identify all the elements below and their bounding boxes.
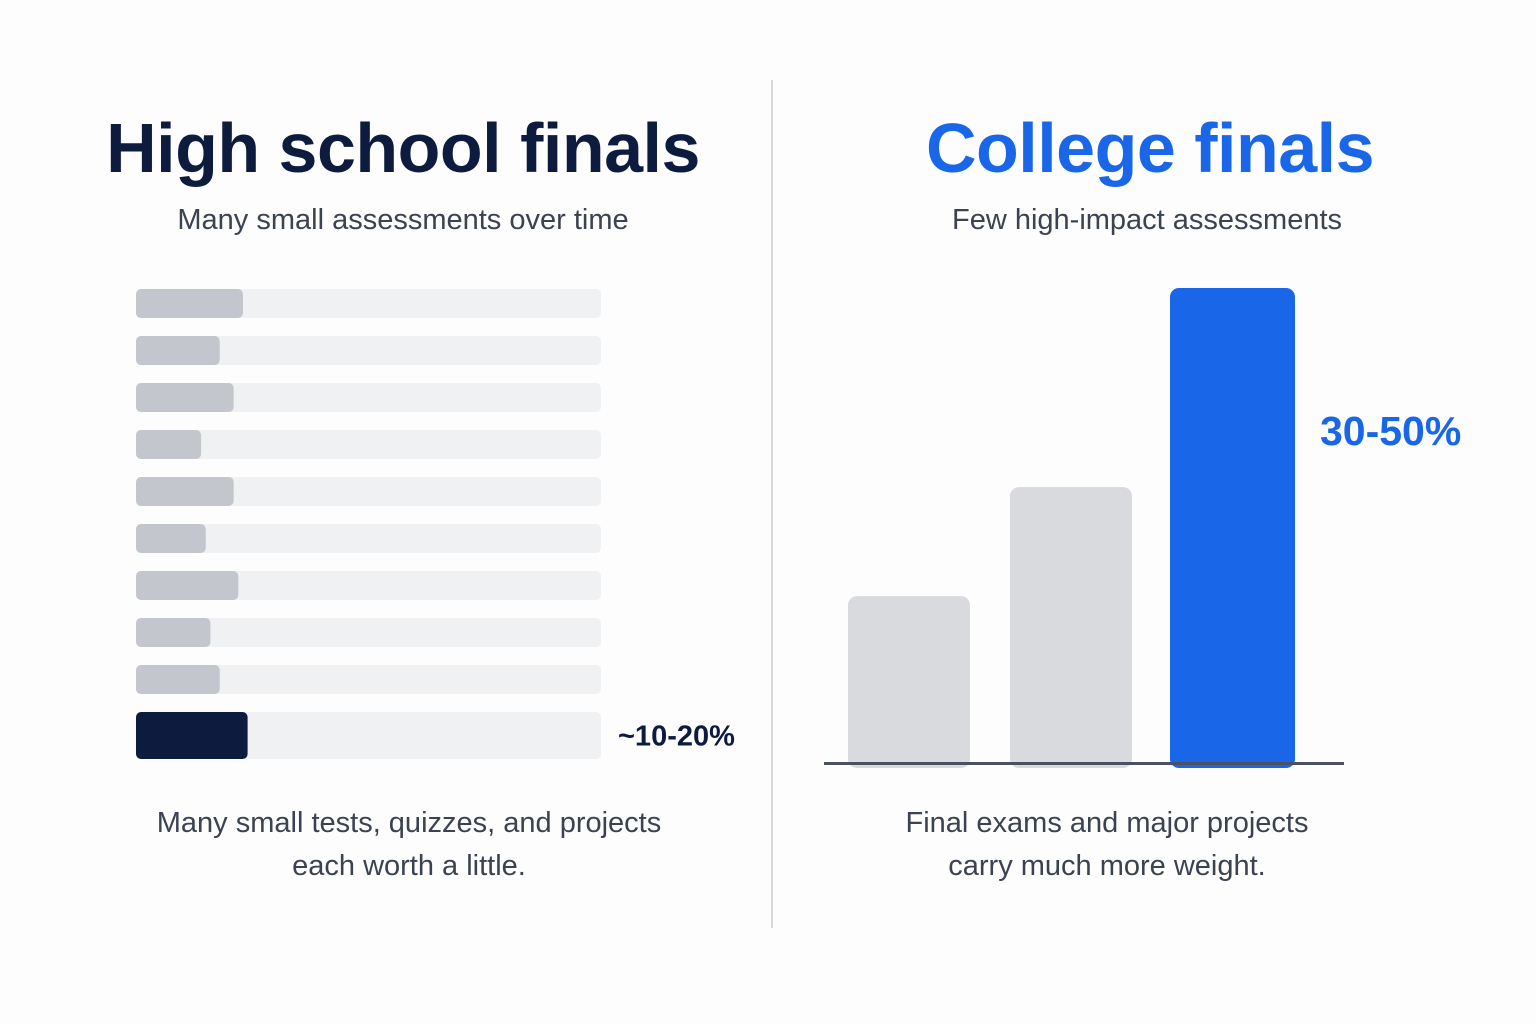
college-bar-chart: 30-50% — [824, 288, 1461, 768]
bar-track-8 — [136, 618, 601, 647]
final-exam-weight-label: 30-50% — [1320, 408, 1461, 454]
high-school-title: High school finals — [106, 109, 700, 187]
bar-final-exam — [1170, 288, 1295, 768]
college-caption-line-2: carry much more weight. — [948, 850, 1266, 882]
college-title: College finals — [925, 109, 1375, 187]
bar-assessment-6 — [136, 524, 206, 553]
chart-baseline — [824, 762, 1344, 765]
bar-track-9 — [136, 665, 601, 694]
high-school-caption-line-2: each worth a little. — [292, 850, 526, 882]
bar-assessment-1 — [848, 596, 970, 768]
bar-assessment-2 — [136, 336, 220, 365]
bar-track-4 — [136, 430, 601, 459]
high-school-bar-chart: ~10-20% — [136, 289, 735, 759]
high-school-panel: High school finals Many small assessment… — [106, 109, 735, 882]
high-school-caption: Many small tests, quizzes, and projects … — [24, 802, 794, 888]
college-subtitle: Few high-impact assessments — [951, 204, 1343, 236]
bar-assessment-1 — [136, 289, 243, 318]
bar-track-1 — [136, 289, 601, 318]
bar-track-3 — [136, 383, 601, 412]
final-exam-weight-label: ~10-20% — [618, 721, 735, 753]
bar-assessment-2 — [1010, 487, 1132, 768]
bar-assessment-5 — [136, 477, 234, 506]
bar-assessment-3 — [136, 383, 234, 412]
college-panel: College finals Few high-impact assessmen… — [776, 0, 1536, 1024]
bar-track-7 — [136, 571, 601, 600]
bar-final-exam — [136, 712, 248, 759]
college-caption: Final exams and major projects carry muc… — [727, 802, 1487, 888]
college-caption-line-1: Final exams and major projects — [905, 807, 1309, 839]
bar-track-6 — [136, 524, 601, 553]
bar-assessment-7 — [136, 571, 239, 600]
bar-assessment-9 — [136, 665, 220, 694]
bar-assessment-4 — [136, 430, 202, 459]
panel-divider — [771, 80, 773, 928]
bar-track-2 — [136, 336, 601, 365]
high-school-subtitle: Many small assessments over time — [177, 204, 629, 236]
bar-track-10 — [136, 712, 601, 759]
high-school-caption-line-1: Many small tests, quizzes, and projects — [156, 807, 662, 839]
bar-track-5 — [136, 477, 601, 506]
bar-assessment-8 — [136, 618, 211, 647]
